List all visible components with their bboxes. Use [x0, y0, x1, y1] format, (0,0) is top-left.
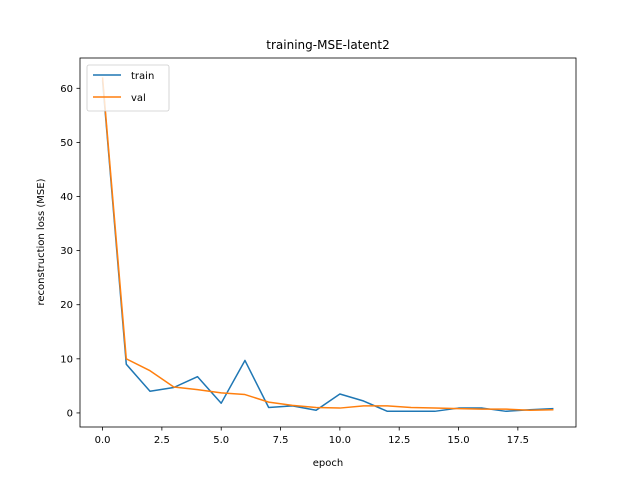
x-tick-label: 10.0 — [329, 435, 351, 446]
chart-title: training-MSE-latent2 — [266, 38, 389, 52]
x-tick-label: 5.0 — [213, 435, 229, 446]
plot-frame — [79, 57, 577, 428]
legend: train val — [86, 64, 170, 112]
y-tick-label: 30 — [60, 246, 73, 257]
series-line-train — [101, 80, 554, 413]
x-tick-label: 12.5 — [388, 435, 410, 446]
x-axis: 0.0 2.5 5.0 7.5 10.0 12.5 15.0 17.5 — [95, 427, 529, 446]
y-tick-label: 20 — [60, 300, 73, 311]
y-axis-label: reconstruction loss (MSE) — [36, 178, 47, 305]
x-tick-label: 17.5 — [507, 435, 529, 446]
y-tick-label: 50 — [60, 138, 73, 149]
y-axis: 0 10 20 30 40 50 60 — [60, 84, 80, 419]
x-tick-label: 15.0 — [447, 435, 469, 446]
x-tick-label: 7.5 — [273, 435, 289, 446]
legend-box — [86, 64, 170, 112]
series-line-val — [101, 77, 554, 411]
y-tick-label: 40 — [60, 192, 73, 203]
x-tick-label: 2.5 — [154, 435, 170, 446]
y-tick-label: 10 — [60, 354, 73, 365]
legend-label-train: train — [131, 71, 154, 82]
legend-label-val: val — [131, 93, 146, 104]
x-tick-label: 0.0 — [95, 435, 111, 446]
y-tick-label: 0 — [67, 408, 73, 419]
y-tick-label: 60 — [60, 84, 73, 95]
x-axis-label: epoch — [313, 458, 343, 469]
